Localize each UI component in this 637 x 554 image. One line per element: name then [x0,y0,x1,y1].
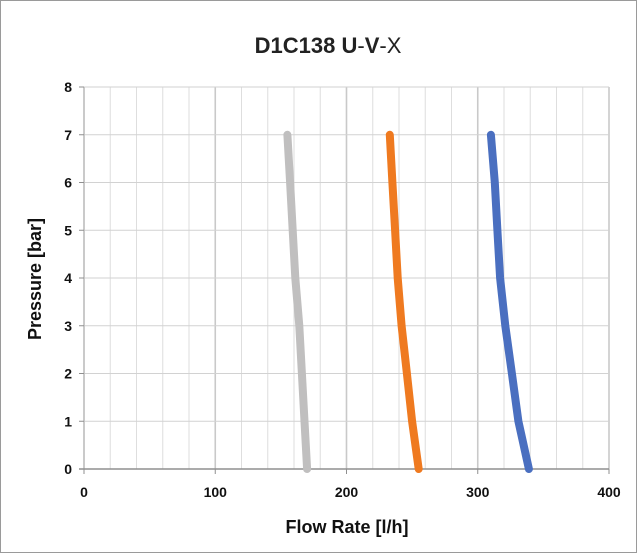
chart-title-part: - [357,33,364,58]
y-tick-label: 3 [64,318,72,334]
series-line-3 [486,130,533,473]
chart-title-part: -X [379,33,401,58]
series-line-1 [283,130,312,473]
grid [83,86,610,470]
y-tick-label: 2 [64,366,72,382]
axes [79,86,610,474]
chart-title-part: V [365,33,380,58]
chart-title: D1C138 U-V-X [255,33,402,58]
x-tick-label: 0 [80,484,88,500]
y-tick-label: 1 [64,413,72,429]
y-tick-label: 0 [64,461,72,477]
y-tick-label: 7 [64,127,72,143]
x-tick-label: 200 [335,484,359,500]
x-tick-label: 100 [204,484,228,500]
chart-title-part: D1C138 [255,33,342,58]
y-axis-title: Pressure [bar] [25,218,45,340]
series-layer [283,130,533,473]
x-tick-label: 300 [466,484,490,500]
tick-labels: 0 100 200 300 400 0 1 2 3 4 5 6 7 8 [64,79,621,500]
chart-title-part: U [341,33,357,58]
x-axis-title: Flow Rate [l/h] [286,517,409,537]
series-line-2 [385,130,423,473]
x-tick-label: 400 [597,484,621,500]
y-tick-label: 4 [64,270,72,286]
y-tick-label: 5 [64,222,72,238]
y-tick-label: 8 [64,79,72,95]
y-tick-label: 6 [64,175,72,191]
